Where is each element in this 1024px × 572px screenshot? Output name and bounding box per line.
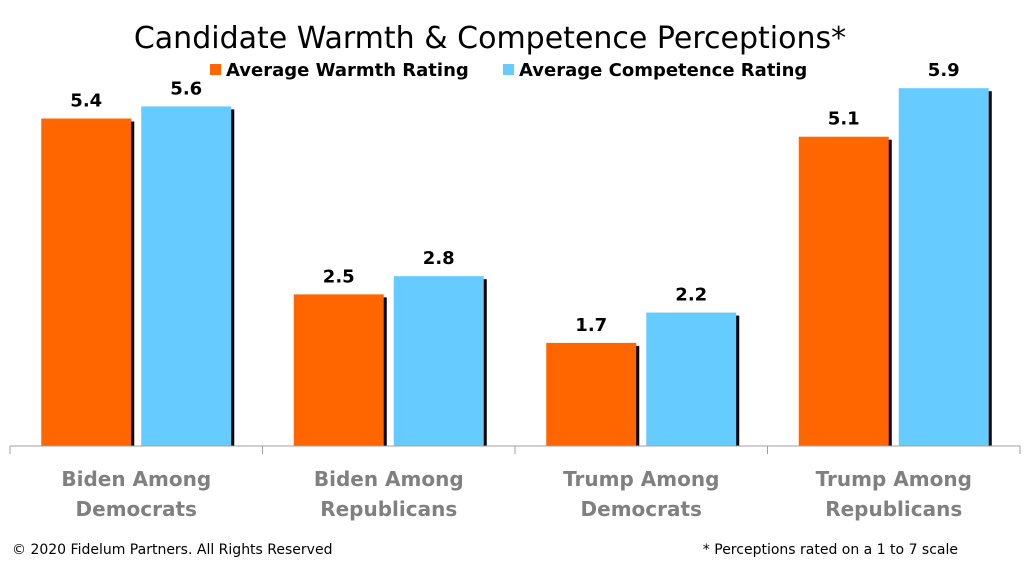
bar-competence (393, 276, 484, 446)
bar-competence (646, 312, 737, 446)
bar-competence (141, 106, 232, 447)
category-label: Trump Among (563, 467, 719, 491)
data-label: 2.2 (675, 285, 707, 306)
category-label: Biden Among (314, 467, 464, 491)
legend-label-competence: Average Competence Rating (519, 60, 807, 81)
x-axis: Biden Among Democrats Biden Among Republica… (9, 445, 1021, 521)
data-label: 2.5 (323, 266, 355, 287)
data-label: 5.1 (828, 109, 860, 130)
category-label: Republicans (825, 497, 962, 521)
bar-competence (898, 88, 989, 447)
legend-label-warmth: Average Warmth Rating (226, 60, 469, 81)
data-labels-group: 5.4 5.6 2.5 2.8 1.7 2.2 5.1 5.9 (70, 60, 959, 336)
data-label: 1.7 (575, 315, 607, 336)
data-label: 5.4 (70, 91, 102, 112)
data-label: 2.8 (423, 248, 455, 269)
scale-note: * Perceptions rated on a 1 to 7 scale (703, 542, 958, 558)
category-label: Republicans (320, 497, 457, 521)
bar-warmth (293, 294, 384, 446)
category-label: Biden Among (61, 467, 211, 491)
legend-swatch-warmth (210, 64, 221, 75)
legend-swatch-competence (503, 64, 514, 75)
category-label: Trump Among (816, 467, 972, 491)
bar-warmth (798, 136, 889, 447)
bars-group (41, 88, 992, 447)
category-label: Democrats (581, 497, 702, 521)
copyright-text: © 2020 Fidelum Partners. All Rights Rese… (12, 542, 332, 558)
bar-warmth (41, 118, 132, 447)
legend: Average Warmth Rating Average Competence… (210, 60, 807, 81)
data-label: 5.6 (170, 78, 202, 99)
category-label: Democrats (76, 497, 197, 521)
bar-warmth (546, 342, 637, 446)
chart-title: Candidate Warmth & Competence Perception… (134, 21, 846, 56)
data-label: 5.9 (928, 60, 960, 81)
